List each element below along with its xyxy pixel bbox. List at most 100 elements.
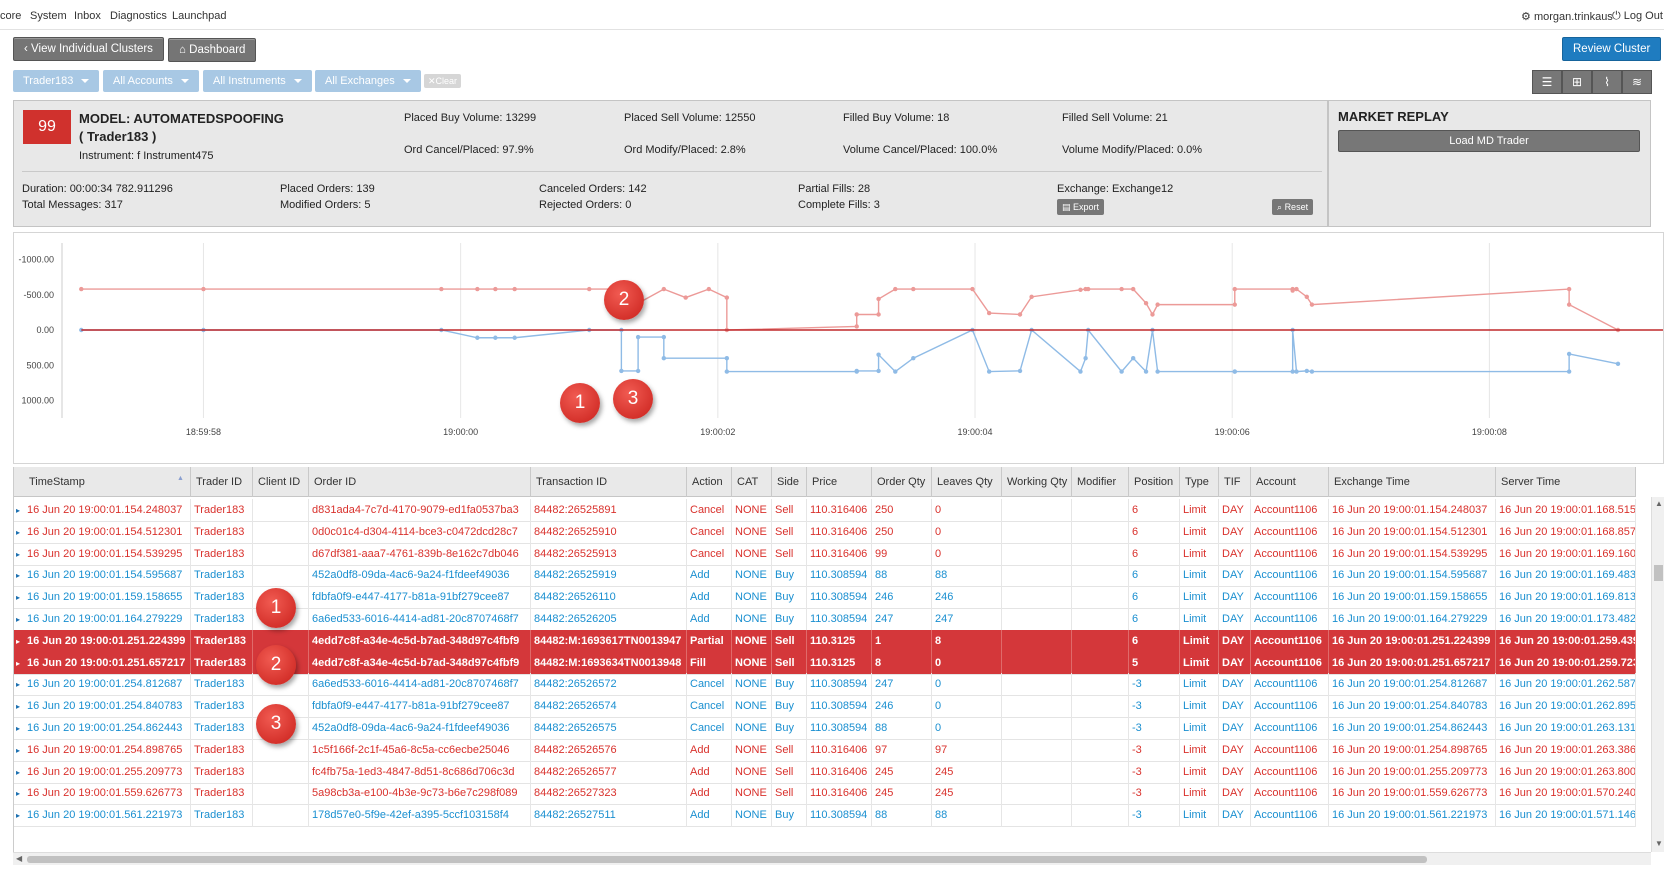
expand-row-icon[interactable]: ▸ [16,724,21,733]
x-tick-label: 19:00:08 [1472,427,1507,437]
column-header[interactable]: Server Time [1496,467,1636,497]
expand-row-icon[interactable]: ▸ [16,702,21,712]
expand-row-icon[interactable]: ▸ [16,527,21,537]
expand-row-icon[interactable]: ▸ [16,789,21,799]
expand-row-icon[interactable]: ▸ [16,593,21,603]
list-view-button[interactable]: ☰ [1532,70,1562,94]
table-row[interactable]: ▸ 16 Jun 20 19:00:01.159.158655 Trader183 f… [14,586,1636,610]
table-cell [1072,564,1129,588]
buy-series-point [493,335,498,340]
column-header[interactable]: Transaction ID [531,467,687,497]
column-header[interactable]: Position [1129,467,1180,497]
column-header[interactable]: Leaves Qty [932,467,1002,497]
expand-row-icon[interactable]: ▸ [16,680,21,690]
table-row[interactable]: ▸ 16 Jun 20 19:00:01.255.209773 Trader183 f… [14,760,1636,784]
table-row[interactable]: ▸ 16 Jun 20 19:00:01.559.626773 Trader183 5… [14,782,1636,806]
dashboard-button[interactable]: ⌂ Dashboard [168,38,257,62]
expand-row-icon[interactable]: ▸ [16,745,21,755]
scroll-up-icon[interactable]: ▲ [1655,499,1663,508]
table-row[interactable]: ▸ 16 Jun 20 19:00:01.154.595687 Trader183 4… [14,564,1636,588]
expand-row-icon[interactable]: ▸ [16,506,21,515]
grid-view-button[interactable]: ⊞ [1562,70,1592,94]
table-cell: Account1106 [1251,629,1329,653]
table-cell: 110.308594 [807,717,872,740]
table-row[interactable]: ▸ 16 Jun 20 19:00:01.254.862443 Trader183 4… [14,717,1636,740]
table-cell: 246 [872,695,932,719]
table-row[interactable]: ▸ 16 Jun 20 19:00:01.254.840783 Trader183 f… [14,695,1636,719]
expand-row-icon[interactable]: ▸ [16,767,21,777]
table-row-highlighted[interactable]: ▸ 16 Jun 20 19:00:01.251.224399 Trader183 4… [14,629,1636,653]
vertical-scroll-thumb[interactable] [1654,565,1663,581]
table-cell: 16 Jun 20 19:00:01.254.862443 [1329,717,1496,740]
expand-row-icon[interactable]: ▸ [16,615,21,624]
expand-row-icon[interactable]: ▸ [16,636,21,646]
export-button[interactable]: ▤ Export [1057,199,1105,215]
trader-filter[interactable]: Trader183 [13,70,100,92]
horizontal-scroll-thumb[interactable] [27,856,1427,863]
instruments-filter[interactable]: All Instruments [203,70,312,92]
table-cell: NONE [732,564,772,588]
view-clusters-button[interactable]: ‹ View Individual Clusters [13,37,164,61]
column-header[interactable]: Action [687,467,732,497]
table-cell: Account1106 [1251,586,1329,610]
review-cluster-button[interactable]: Review Cluster [1562,37,1662,61]
callout-marker-2: 2 [256,645,296,685]
column-header[interactable]: Order Qty [872,467,932,497]
column-header[interactable]: Exchange Time [1329,467,1496,497]
table-cell [1072,673,1129,697]
column-header[interactable]: Order ID [309,467,531,497]
horizontal-scrollbar[interactable]: ◀ [13,852,1651,865]
column-header[interactable]: TIF [1219,467,1251,497]
exchanges-filter[interactable]: All Exchanges [315,70,421,92]
table-cell: Trader183 [191,499,253,522]
accounts-filter[interactable]: All Accounts [103,70,199,92]
chart-view-button[interactable]: ⌇ [1592,70,1622,94]
column-header[interactable]: CAT [732,467,772,497]
order-activity-chart[interactable]: 18:59:58 19:00:00 19:00:02 19:00:04 19:00:06… [13,232,1664,464]
nav-item-diagnostics[interactable]: Diagnostics [110,10,167,22]
vertical-scrollbar[interactable]: ▲ ▼ [1651,497,1664,852]
column-header[interactable]: Client ID [253,467,309,497]
expand-row-icon[interactable]: ▸ [16,549,21,559]
user-menu[interactable]: ⚙ morgan.trinkaus [1521,10,1613,23]
nav-item-launchpad[interactable]: Launchpad [172,10,227,22]
sort-ascending-icon[interactable]: ▲ [177,475,184,482]
table-row[interactable]: ▸ 16 Jun 20 19:00:01.154.539295 Trader183 d… [14,542,1636,566]
column-header[interactable]: Account [1251,467,1329,497]
expand-row-icon[interactable]: ▸ [16,811,21,821]
buy-series-point [1309,369,1315,374]
list-icon: ☰ [1541,75,1553,89]
expand-row-icon[interactable]: ▸ [16,571,21,581]
column-header[interactable]: Working Qty [1002,467,1072,497]
table-row[interactable]: ▸ 16 Jun 20 19:00:01.561.221973 Trader183 1… [14,804,1636,828]
table-cell: 16 Jun 20 19:00:01.154.539295 [24,542,191,566]
table-cell: 0 [932,695,1002,719]
table-cell: 110.3125 [807,629,872,653]
table-cell: NONE [732,608,772,631]
clear-filters-button[interactable]: ✕Clear [424,74,462,88]
table-row[interactable]: ▸ 16 Jun 20 19:00:01.254.812687 Trader183 6… [14,673,1636,697]
table-row-highlighted[interactable]: ▸ 16 Jun 20 19:00:01.251.657217 Trader183 4… [14,651,1636,675]
nav-item-system[interactable]: System [30,10,67,22]
layers-view-button[interactable]: ≋ [1622,70,1652,94]
table-cell: 245 [872,760,932,784]
expand-row-icon[interactable]: ▸ [16,658,21,668]
table-row[interactable]: ▸ 16 Jun 20 19:00:01.254.898765 Trader183 1… [14,738,1636,762]
scroll-left-icon[interactable]: ◀ [16,854,23,863]
column-header[interactable]: Type [1180,467,1219,497]
column-header[interactable]: Modifier [1072,467,1129,497]
scroll-down-icon[interactable]: ▼ [1655,839,1663,848]
nav-item-core[interactable]: core [0,10,22,22]
table-row[interactable]: ▸ 16 Jun 20 19:00:01.154.512301 Trader183 0… [14,520,1636,544]
column-header[interactable]: Side [772,467,807,497]
stat-partial-fills: Partial Fills: 28 [798,183,871,195]
column-header[interactable]: Trader ID [191,467,253,497]
table-cell: 4edd7c8f-a34e-4c5d-b7ad-348d97c4fbf9 [309,629,531,653]
table-row[interactable]: ▸ 16 Jun 20 19:00:01.154.248037 Trader183 d… [14,499,1636,522]
column-header[interactable]: TimeStamp [24,467,191,497]
logout-link[interactable]: ⏻ Log Out [1612,10,1663,23]
reset-button[interactable]: ⌕ Reset [1272,199,1314,215]
load-md-trader-button[interactable]: Load MD Trader [1338,130,1640,152]
column-header[interactable]: Price [807,467,872,497]
nav-item-inbox[interactable]: Inbox [74,10,101,22]
